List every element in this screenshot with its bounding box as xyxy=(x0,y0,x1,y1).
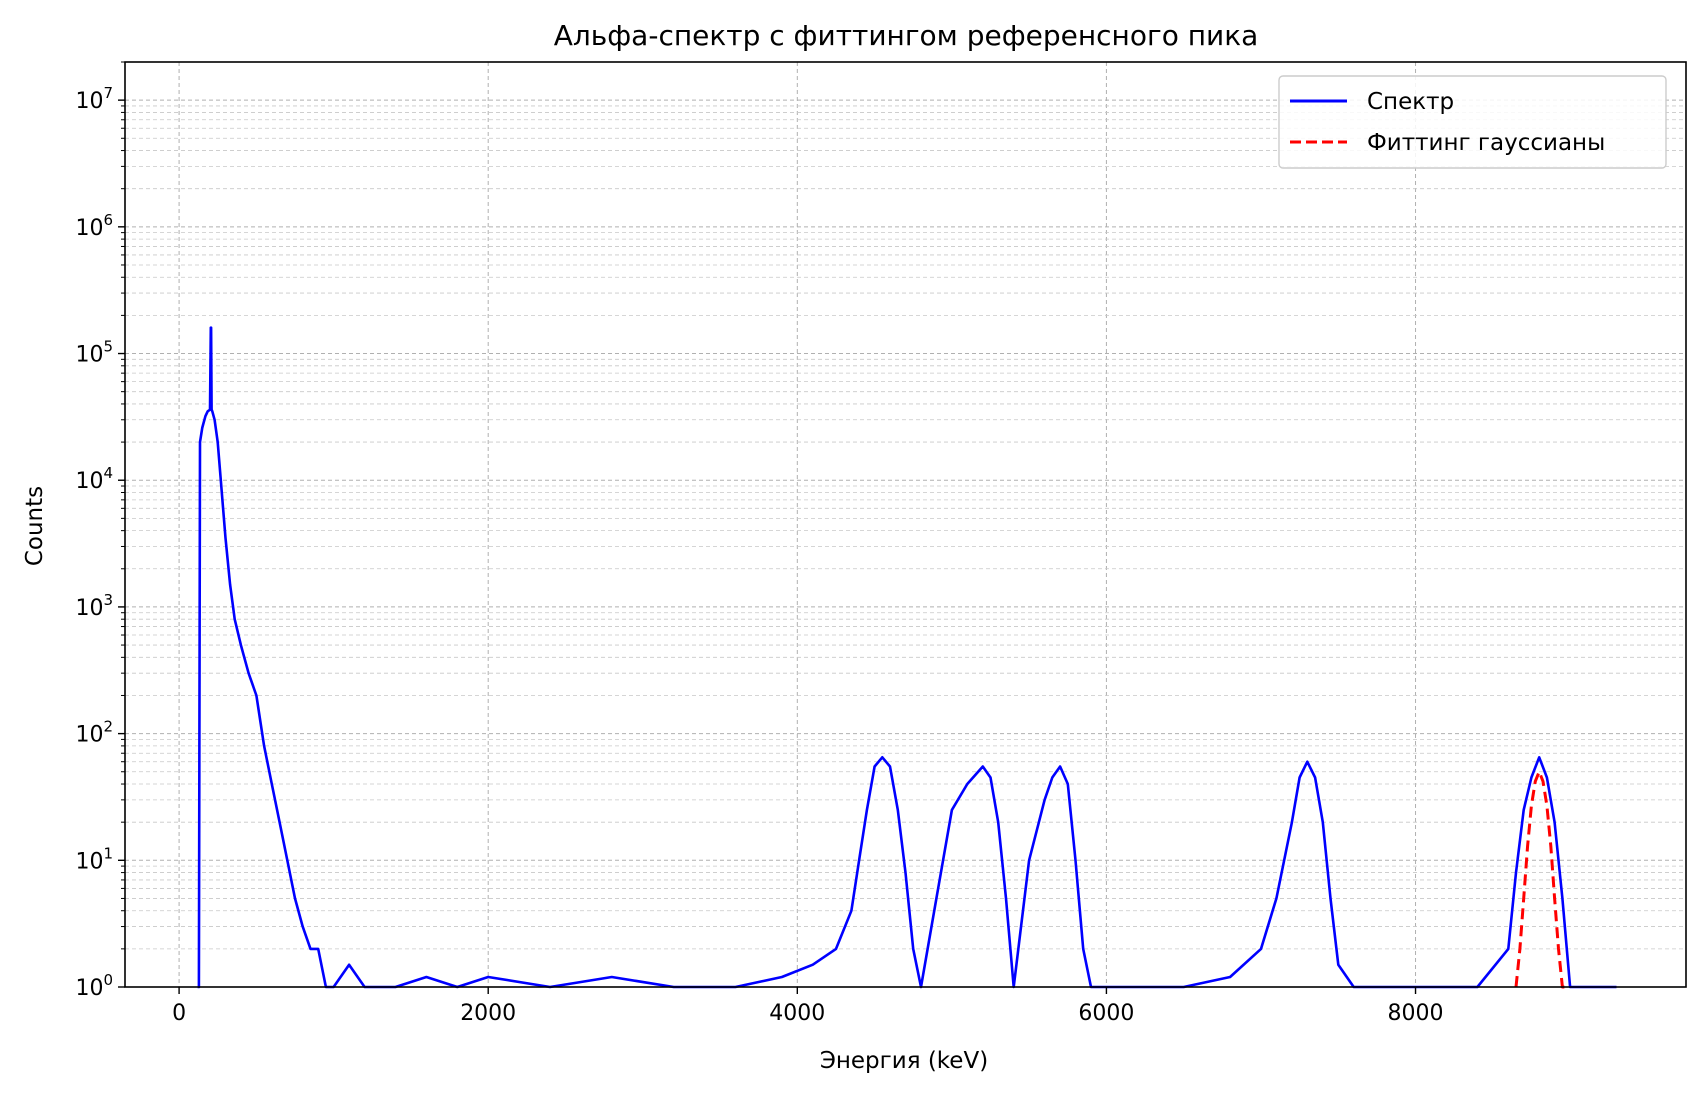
y-tick-label: 104 xyxy=(75,464,113,494)
y-tick-label: 106 xyxy=(75,211,113,241)
y-axis: 100 101 102 103 104 105 106 107 xyxy=(75,61,125,1001)
grid-layer xyxy=(125,61,1686,988)
legend: Спектр Фиттинг гауссианы xyxy=(1278,75,1667,169)
x-tick-label: 6000 xyxy=(1078,1001,1134,1026)
y-tick-label: 105 xyxy=(75,338,113,368)
y-tick-label: 101 xyxy=(75,844,113,874)
spectrum-series-line xyxy=(197,326,1617,989)
y-tick-label: 102 xyxy=(75,718,113,748)
x-tick-label: 8000 xyxy=(1388,1001,1444,1026)
gaussian-fit-series-line xyxy=(1514,770,1567,989)
plot-frame xyxy=(124,61,1687,988)
legend-label-spectrum: Спектр xyxy=(1367,89,1454,115)
x-tick-label: 0 xyxy=(172,1001,186,1026)
x-tick-label: 2000 xyxy=(460,1001,516,1026)
y-axis-label: Counts xyxy=(22,486,48,566)
y-tick-label: 100 xyxy=(75,971,113,1001)
x-axis-label: Энергия (keV) xyxy=(820,1048,988,1074)
series-layer xyxy=(197,326,1617,989)
legend-label-gaussian-fit: Фиттинг гауссианы xyxy=(1367,130,1605,156)
x-tick-label: 4000 xyxy=(769,1001,825,1026)
legend-box xyxy=(1278,75,1667,169)
chart-title: Альфа-спектр с фиттингом референсного пи… xyxy=(554,19,1259,52)
y-tick-label: 103 xyxy=(75,591,113,621)
x-axis: 0 2000 4000 6000 8000 xyxy=(172,987,1444,1026)
y-tick-label: 107 xyxy=(75,84,113,114)
